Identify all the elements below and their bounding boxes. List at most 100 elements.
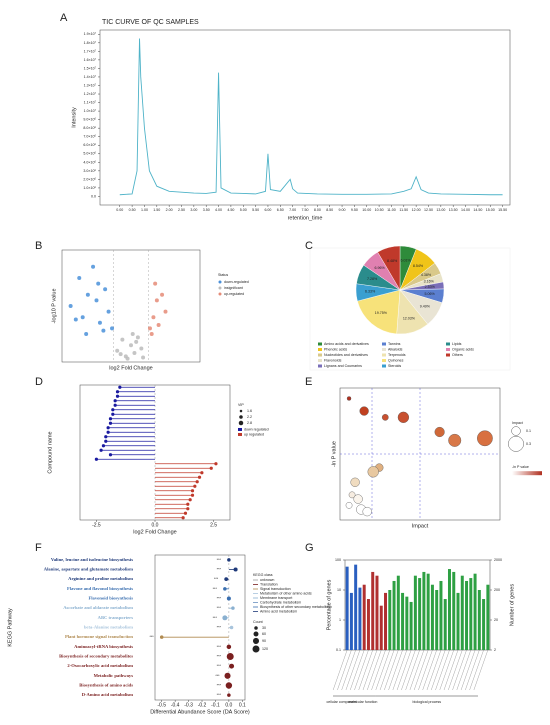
category-label: Alanine, aspartate and glutamate metabol…	[44, 567, 133, 572]
point	[91, 264, 96, 269]
legend-swatch	[446, 353, 450, 357]
category-tick	[456, 649, 471, 691]
dot	[195, 480, 199, 484]
legend-swatch	[318, 353, 322, 357]
legend-swatch	[238, 427, 242, 431]
legend-label: Steroids	[388, 364, 401, 368]
dot	[99, 448, 103, 452]
bar	[362, 584, 366, 650]
legend-label: Biosynthesis of other secondary metaboli…	[260, 605, 331, 609]
x-axis-label: Impact	[412, 523, 429, 529]
category-label: beta-Alanine metabolism	[84, 625, 133, 630]
x-tick-label: 15.50	[498, 208, 507, 212]
category-tick	[443, 649, 459, 691]
significance: ***	[217, 558, 222, 562]
y-tick-label: 5.0×10⁶	[83, 152, 96, 156]
x-tick-label: 4.00	[215, 208, 222, 212]
y-tick-label: 1.5×10⁷	[84, 66, 97, 70]
y-tick-label: 1.4×10⁷	[84, 75, 97, 79]
y-axis-label: Percentage of genes	[326, 579, 332, 630]
legend-swatch	[318, 364, 322, 368]
significance: ***	[217, 693, 222, 697]
bar	[379, 605, 383, 650]
category-tick	[362, 649, 378, 691]
category-tick	[431, 649, 446, 691]
dot	[226, 644, 232, 650]
category-label: ABC transporters	[98, 615, 134, 620]
legend-title: Impact	[512, 421, 523, 425]
legend-label: Signal transduction	[260, 587, 291, 591]
dot	[94, 457, 99, 461]
bubble	[434, 426, 445, 438]
significance: ***	[214, 577, 219, 581]
dot	[224, 672, 231, 679]
point	[96, 281, 101, 286]
pie-slice	[357, 289, 401, 335]
bubble	[353, 494, 363, 504]
x-tick-label: 9.50	[351, 208, 358, 212]
slice-label: 6.96%	[374, 266, 385, 270]
legend-swatch	[218, 280, 222, 284]
legend-label: 60	[262, 632, 266, 636]
legend-title: VIP	[238, 403, 244, 407]
bar	[388, 590, 392, 650]
bar	[482, 599, 486, 650]
legend-label: Translation	[260, 582, 278, 586]
legend-label: Lipids	[452, 342, 462, 346]
legend-swatch	[382, 359, 386, 362]
bar	[409, 601, 413, 650]
group-label: biological process	[413, 700, 442, 704]
bar	[396, 575, 400, 650]
x-axis-label: Differential Abundance Score (DA Score)	[150, 709, 250, 715]
bar	[443, 599, 447, 650]
legend-label: Terpenoids	[388, 353, 406, 357]
y-tick-label: 9.0×10⁶	[83, 118, 96, 122]
x-tick-label: 14.50	[473, 208, 482, 212]
legend-size	[238, 420, 244, 426]
dot	[101, 444, 106, 448]
legend-label: Quinones	[388, 358, 404, 362]
legend-swatch	[218, 286, 222, 290]
x-tick-label: 5.50	[252, 208, 259, 212]
significance: ***	[150, 635, 155, 639]
significance: ***	[213, 616, 218, 620]
y-tick-label: 100	[335, 558, 341, 562]
category-tick	[375, 649, 390, 691]
significance: ***	[217, 606, 222, 610]
plot-frame	[99, 29, 511, 206]
dot	[115, 390, 120, 394]
panel-label: C	[305, 240, 313, 252]
y-tick-label: 3.0×10⁶	[83, 169, 96, 173]
legend-label: Metabolism of other amino acids	[260, 591, 312, 595]
panel-label: G	[305, 542, 314, 554]
y-axis-label: -ln P value	[331, 441, 337, 467]
x-tick-label: -0.4	[171, 702, 180, 708]
panel-label: E	[305, 376, 312, 388]
dot	[181, 516, 185, 520]
legend-title: Status	[218, 273, 228, 277]
point	[118, 352, 123, 357]
bar	[349, 592, 353, 650]
category-tick	[350, 649, 365, 691]
category-label: Flavonoid biosynthesis	[88, 596, 133, 601]
dot	[111, 408, 115, 412]
point	[134, 339, 139, 344]
chart-title: TIC CURVE OF QC SAMPLES	[102, 19, 199, 26]
legend-label: Alkaloids	[388, 347, 403, 351]
point	[149, 332, 154, 336]
y-tick-label: 1.9×10⁷	[84, 32, 97, 36]
bar	[405, 596, 409, 650]
significance: ***	[217, 596, 222, 600]
x-tick-label: 3.00	[190, 208, 197, 212]
dot	[190, 489, 195, 493]
legend-size	[252, 637, 260, 644]
legend-label: 90	[262, 639, 266, 643]
slice-label: 7.28%	[367, 277, 378, 281]
dot	[226, 596, 231, 601]
x-axis-label: log2 Fold Change	[133, 529, 176, 535]
bar	[452, 571, 456, 650]
x-tick-label: 13.50	[449, 208, 458, 212]
category-tick	[473, 649, 489, 691]
bar	[447, 569, 451, 650]
category-tick	[341, 649, 356, 691]
